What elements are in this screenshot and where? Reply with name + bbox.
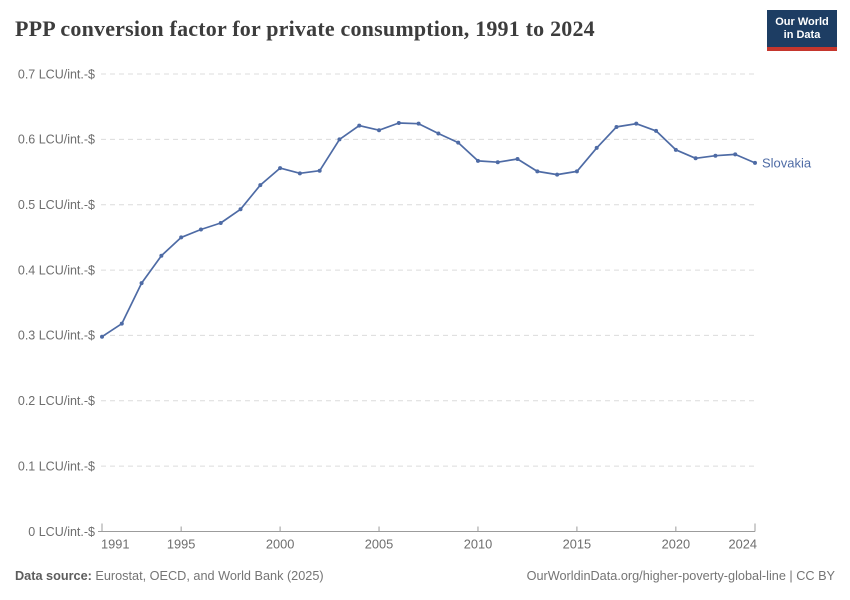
data-point-marker	[693, 156, 698, 161]
data-point-marker	[198, 227, 203, 232]
data-point-marker	[337, 137, 342, 142]
data-point-marker	[238, 207, 243, 212]
data-source-label: Data source:	[15, 569, 92, 583]
owid-logo-line1: Our World	[775, 16, 829, 28]
y-axis-label: 0.1 LCU/int.-$	[18, 459, 95, 473]
data-point-marker	[673, 147, 678, 152]
x-axis-label: 2010	[464, 537, 492, 552]
data-source-value: Eurostat, OECD, and World Bank (2025)	[91, 569, 324, 583]
chart-title: PPP conversion factor for private consum…	[15, 16, 595, 41]
data-point-marker	[119, 321, 124, 326]
data-point-marker	[278, 166, 283, 171]
data-point-marker	[317, 168, 322, 173]
owid-url-link[interactable]: OurWorldinData.org/higher-poverty-global…	[526, 569, 835, 583]
x-axis-label: 1995	[167, 537, 195, 552]
data-point-marker	[713, 153, 718, 158]
y-axis-label: 0.7 LCU/int.-$	[18, 67, 95, 81]
data-point-marker	[179, 235, 184, 240]
x-axis-label: 1991	[101, 537, 129, 552]
data-point-marker	[416, 121, 421, 126]
data-point-marker	[733, 152, 738, 157]
data-source-text: Data source: Eurostat, OECD, and World B…	[15, 569, 324, 583]
y-axis-label: 0.6 LCU/int.-$	[18, 133, 95, 147]
data-point-marker	[555, 172, 560, 177]
chart-footer: Data source: Eurostat, OECD, and World B…	[15, 569, 835, 589]
data-point-marker	[218, 221, 223, 226]
owid-logo[interactable]: Our World in Data	[767, 10, 837, 51]
data-point-marker	[436, 131, 441, 136]
data-point-marker	[139, 281, 144, 286]
data-point-marker	[594, 145, 599, 150]
y-axis-label: 0.2 LCU/int.-$	[18, 394, 95, 408]
data-point-marker	[357, 123, 362, 128]
x-axis-label: 2020	[662, 537, 690, 552]
y-axis-label: 0.3 LCU/int.-$	[18, 329, 95, 343]
y-axis-label: 0 LCU/int.-$	[28, 525, 95, 539]
x-axis-label: 2000	[266, 537, 294, 552]
series-end-label[interactable]: Slovakia	[762, 155, 812, 170]
y-axis-label: 0.4 LCU/int.-$	[18, 263, 95, 277]
data-point-marker	[614, 124, 619, 129]
data-point-marker	[456, 140, 461, 145]
series-line	[101, 122, 756, 338]
data-point-marker	[396, 121, 401, 126]
data-point-marker	[574, 169, 579, 174]
data-point-marker	[535, 169, 540, 174]
data-point-marker	[297, 171, 302, 176]
data-point-marker	[258, 183, 263, 188]
data-point-marker	[753, 160, 757, 165]
data-point-marker	[377, 128, 382, 133]
x-axis-label: 2015	[563, 537, 591, 552]
data-point-marker	[100, 334, 104, 339]
data-point-marker	[495, 160, 500, 165]
x-axis-label: 2005	[365, 537, 393, 552]
x-axis-label: 2024	[729, 537, 757, 552]
data-point-marker	[634, 121, 639, 126]
data-point-marker	[654, 128, 659, 133]
y-axis-label: 0.5 LCU/int.-$	[18, 198, 95, 212]
data-point-marker	[515, 156, 520, 161]
data-point-marker	[159, 253, 164, 258]
data-point-marker	[475, 158, 480, 163]
owid-logo-line2: in Data	[783, 29, 821, 41]
